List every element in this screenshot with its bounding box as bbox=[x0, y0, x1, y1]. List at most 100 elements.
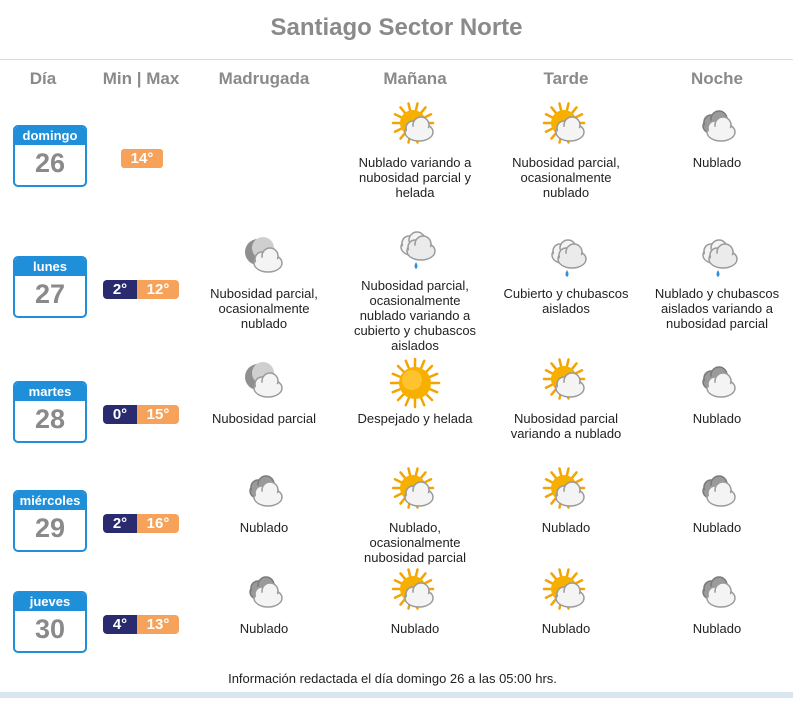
header-tarde: Tarde bbox=[543, 69, 589, 88]
forecast-description: Nublado variando a nubosidad parcial y h… bbox=[358, 155, 472, 200]
forecast-noche: Nublado bbox=[648, 466, 786, 535]
title-divider bbox=[0, 59, 793, 60]
forecast-description: Nublado bbox=[692, 520, 742, 535]
forecast-row: miércoles 29 2° 16° Nublado Nublado, ocasiona… bbox=[0, 467, 793, 600]
cloudy-icon bbox=[238, 466, 290, 518]
max-temperature: 15° bbox=[137, 405, 179, 424]
forecast-description: Nubosidad parcial, ocasionalmente nublad… bbox=[210, 286, 318, 331]
day-number: 28 bbox=[34, 404, 66, 434]
sun-cloud-icon bbox=[540, 567, 592, 619]
forecast-row: domingo 26 14° Nublado variando a nubosidad… bbox=[0, 102, 793, 235]
day-name: miércoles bbox=[15, 492, 85, 510]
temperature-range: 14° bbox=[121, 149, 163, 168]
moon-cloud-icon bbox=[238, 357, 290, 409]
forecast-description: Cubierto y chubascos aislados bbox=[503, 286, 629, 316]
min-temperature: 2° bbox=[103, 280, 137, 299]
sun-cloud-icon bbox=[540, 101, 592, 153]
rain-cloud-icon bbox=[389, 224, 441, 276]
day-badge: lunes 27 bbox=[13, 256, 87, 318]
forecast-noche: Nublado bbox=[648, 101, 786, 170]
footer-note: Información redactada el día domingo 26 … bbox=[228, 671, 557, 686]
forecast-description: Nubosidad parcial variando a nublado bbox=[510, 411, 622, 441]
forecast-manana: Despejado y helada bbox=[346, 357, 484, 426]
forecast-madrugada: Nublado bbox=[195, 567, 333, 636]
forecast-manana: Nublado variando a nubosidad parcial y h… bbox=[346, 101, 484, 200]
forecast-manana: Nublado, ocasionalmente nubosidad parcia… bbox=[346, 466, 484, 565]
forecast-noche: Nublado bbox=[648, 357, 786, 426]
sun-cloud-icon bbox=[540, 357, 592, 409]
min-temperature: 4° bbox=[103, 615, 137, 634]
forecast-description: Nublado bbox=[692, 155, 742, 170]
sun-cloud-icon bbox=[389, 466, 441, 518]
page-title: Santiago Sector Norte bbox=[270, 14, 523, 41]
forecast-row: lunes 27 2° 12° Nubosidad parcial, ocasional… bbox=[0, 231, 793, 366]
forecast-tarde: Nubosidad parcial, ocasionalmente nublad… bbox=[497, 101, 635, 200]
forecast-madrugada: Nubosidad parcial bbox=[195, 357, 333, 426]
day-badge: jueves 30 bbox=[13, 591, 87, 653]
day-number: 27 bbox=[34, 279, 66, 309]
header-noche: Noche bbox=[691, 69, 743, 88]
cloudy-icon bbox=[691, 567, 743, 619]
header-madrugada: Madrugada bbox=[218, 69, 310, 88]
forecast-description: Nublado bbox=[692, 411, 742, 426]
day-name: domingo bbox=[15, 127, 85, 145]
forecast-row: jueves 30 4° 13° Nublado Nublado Nublado Nublad… bbox=[0, 568, 793, 701]
forecast-manana: Nublado bbox=[346, 567, 484, 636]
temperature-range: 4° 13° bbox=[103, 615, 179, 634]
temperature-range: 2° 12° bbox=[103, 280, 179, 299]
forecast-madrugada: Nublado bbox=[195, 466, 333, 535]
sun-icon bbox=[389, 357, 441, 409]
rain-cloud-icon bbox=[540, 232, 592, 284]
day-number: 30 bbox=[34, 614, 66, 644]
min-temperature: 2° bbox=[103, 514, 137, 533]
max-temperature: 12° bbox=[137, 280, 179, 299]
forecast-tarde: Nublado bbox=[497, 466, 635, 535]
temperature-range: 2° 16° bbox=[103, 514, 179, 533]
forecast-madrugada: Nubosidad parcial, ocasionalmente nublad… bbox=[195, 232, 333, 331]
cloudy-icon bbox=[691, 466, 743, 518]
day-name: jueves bbox=[15, 593, 85, 611]
forecast-description: Nublado bbox=[541, 520, 591, 535]
forecast-description: Nublado bbox=[692, 621, 742, 636]
header-manana: Mañana bbox=[383, 69, 447, 88]
forecast-tarde: Nubosidad parcial variando a nublado bbox=[497, 357, 635, 441]
forecast-manana: Nubosidad parcial, ocasionalmente nublad… bbox=[346, 224, 484, 353]
forecast-description: Nublado bbox=[541, 621, 591, 636]
forecast-description: Nublado bbox=[239, 520, 289, 535]
forecast-description: Despejado y helada bbox=[357, 411, 473, 426]
temperature-range: 0° 15° bbox=[103, 405, 179, 424]
header-minmax: Min | Max bbox=[102, 69, 180, 88]
forecast-description: Nubosidad parcial, ocasionalmente nublad… bbox=[512, 155, 620, 200]
rain-cloud-icon bbox=[691, 232, 743, 284]
cloudy-icon bbox=[691, 101, 743, 153]
max-temperature: 13° bbox=[137, 615, 179, 634]
forecast-description: Nublado, ocasionalmente nubosidad parcia… bbox=[364, 520, 466, 565]
day-number: 29 bbox=[34, 513, 66, 543]
forecast-description: Nubosidad parcial, ocasionalmente nublad… bbox=[353, 278, 477, 353]
forecast-description: Nubosidad parcial bbox=[211, 411, 317, 426]
day-number: 26 bbox=[34, 148, 66, 178]
bottom-bar bbox=[0, 692, 793, 698]
header-day: Día bbox=[29, 69, 57, 88]
forecast-noche: Nublado bbox=[648, 567, 786, 636]
day-badge: martes 28 bbox=[13, 381, 87, 443]
sun-cloud-icon bbox=[389, 567, 441, 619]
max-temperature: 14° bbox=[121, 149, 163, 168]
day-name: martes bbox=[15, 383, 85, 401]
forecast-description: Nublado y chubascos aislados variando a … bbox=[654, 286, 780, 331]
forecast-tarde: Nublado bbox=[497, 567, 635, 636]
cloudy-icon bbox=[238, 567, 290, 619]
cloudy-icon bbox=[691, 357, 743, 409]
max-temperature: 16° bbox=[137, 514, 179, 533]
day-badge: domingo 26 bbox=[13, 125, 87, 187]
sun-cloud-icon bbox=[540, 466, 592, 518]
forecast-tarde: Cubierto y chubascos aislados bbox=[497, 232, 635, 316]
day-name: lunes bbox=[15, 258, 85, 276]
forecast-description: Nublado bbox=[239, 621, 289, 636]
forecast-noche: Nublado y chubascos aislados variando a … bbox=[648, 232, 786, 331]
forecast-row: martes 28 0° 15° Nubosidad parcial Despejado … bbox=[0, 357, 793, 491]
min-temperature: 0° bbox=[103, 405, 137, 424]
moon-cloud-icon bbox=[238, 232, 290, 284]
sun-cloud-icon bbox=[389, 101, 441, 153]
day-badge: miércoles 29 bbox=[13, 490, 87, 552]
